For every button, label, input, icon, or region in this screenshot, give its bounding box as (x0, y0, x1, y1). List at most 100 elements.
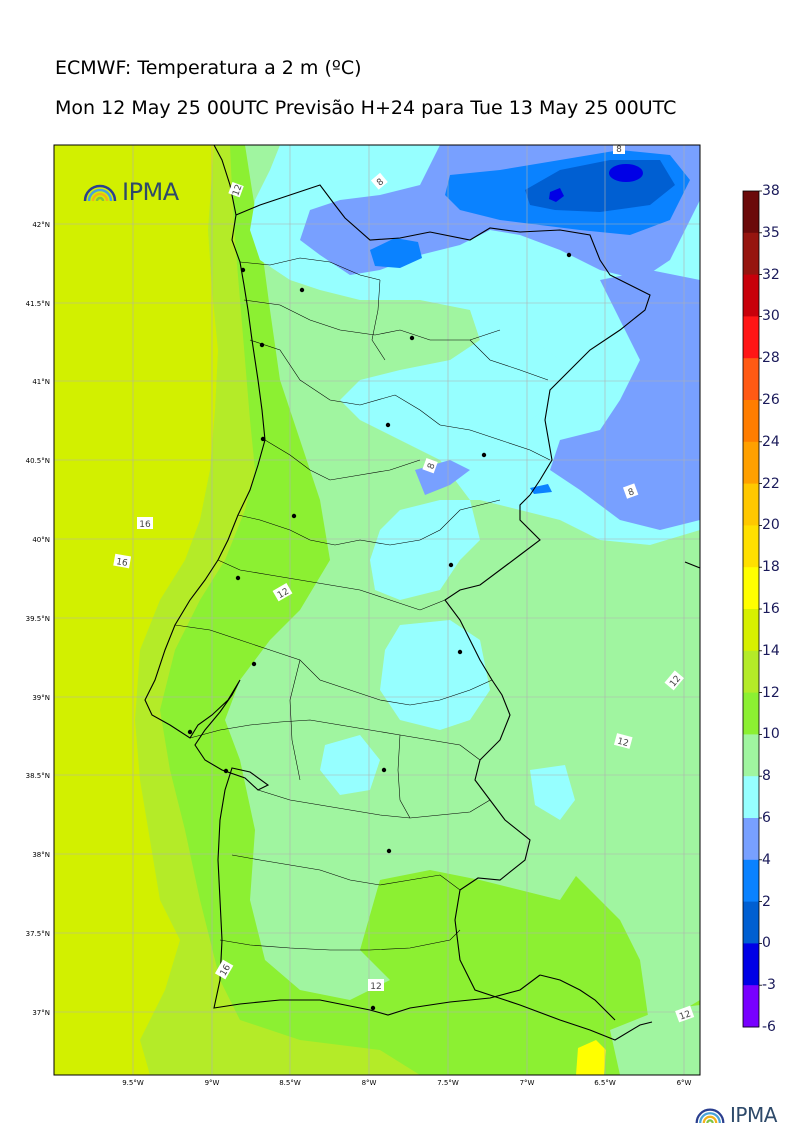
colorbar-segment (743, 776, 759, 819)
colorbar-segment (743, 734, 759, 777)
field-0-2-a (609, 164, 643, 182)
field-4-6-minho (370, 238, 422, 268)
field-6-8-ne (550, 270, 700, 530)
lat-label: 37.5°N (26, 930, 50, 938)
colorbar-segment (743, 901, 759, 944)
longitude-labels: 9.5°W 9°W 8.5°W 8°W 7.5°W 7°W 6.5°W 6°W (122, 1079, 691, 1087)
field-18-20-spot (576, 1040, 606, 1075)
lat-label: 37°N (32, 1009, 50, 1017)
country-outline (144, 145, 700, 1041)
colorbar-segment (743, 692, 759, 735)
colorbar-segment (743, 483, 759, 526)
colorbar-segment (743, 358, 759, 401)
temperature-field (54, 145, 700, 1075)
lon-label: 7.5°W (437, 1079, 459, 1087)
colorbar-label: 12 (762, 684, 780, 701)
contour-label: 12 (678, 1009, 692, 1022)
lat-label: 41.5°N (26, 300, 50, 308)
contour-label: 8 (627, 487, 636, 498)
field-8-10-east (530, 765, 575, 820)
colorbar-segment (743, 943, 759, 986)
contour-label: 12 (276, 587, 291, 601)
field-8-10-centre (380, 620, 490, 730)
ipma-logo-footer: IPMA (694, 1103, 777, 1127)
border-north (235, 184, 651, 496)
contour-label: 8 (375, 177, 386, 189)
colorbar-label: -3 (762, 977, 776, 994)
colorbar-segment (743, 650, 759, 694)
lon-label: 6.5°W (594, 1079, 616, 1087)
district-borders (174, 257, 551, 951)
field-0-2-b (549, 188, 564, 202)
lat-label: 42°N (32, 221, 50, 229)
colorbar-segment (743, 232, 759, 276)
field-8-10-valley (480, 330, 560, 420)
colorbar-segment (743, 441, 759, 485)
latitude-labels: 42°N 41.5°N 41°N 40.5°N 40°N 39.5°N 39°N… (26, 221, 50, 1017)
lat-label: 38.5°N (26, 772, 50, 780)
colorbar (743, 190, 762, 1028)
colorbar-label: 24 (762, 433, 780, 450)
colorbar-label: 18 (762, 559, 780, 576)
contour-label: 12 (370, 982, 381, 992)
field-10-12-se (610, 1005, 700, 1075)
colorbar-segment (743, 818, 759, 861)
lat-label: 41°N (32, 378, 50, 386)
colorbar-label: 4 (762, 851, 771, 868)
contour-label: 8 (426, 462, 437, 471)
colorbar-label: 8 (762, 768, 771, 785)
field-4-6-spot (530, 484, 552, 494)
colorbar-segment (743, 274, 759, 317)
colorbar-label: 35 (762, 224, 780, 241)
colorbar-label: 22 (762, 475, 780, 492)
contour-labels: 16 16 16 12 12 12 12 12 12 8 8 8 8 (113, 142, 695, 1023)
colorbar-label: 14 (762, 642, 780, 659)
rainbow-icon (695, 1108, 725, 1124)
contour-label: 16 (115, 557, 128, 569)
city-markers (187, 252, 572, 1011)
colorbar-label: 2 (762, 893, 771, 910)
logo-text: IPMA (122, 178, 179, 206)
colorbar-label: 28 (762, 350, 780, 367)
contour-label: 8 (616, 145, 622, 155)
graticule (54, 145, 700, 1075)
colorbar-label: 6 (762, 810, 771, 826)
contour-label: 12 (231, 183, 244, 197)
colorbar-segment (743, 316, 759, 359)
field-10-12-east (520, 760, 700, 1030)
colorbar-label: 16 (762, 601, 780, 617)
spain-coast (684, 561, 700, 569)
colorbar-label: 32 (762, 266, 780, 283)
lon-label: 8°W (362, 1079, 377, 1087)
colorbar-label: 30 (762, 308, 780, 325)
logo-text: IPMA (730, 1103, 777, 1127)
lon-label: 7°W (520, 1079, 535, 1087)
colorbar-label: 38 (762, 183, 780, 199)
forecast-subtitle: Mon 12 May 25 00UTC Previsão H+24 para T… (55, 97, 677, 119)
contour-label: 16 (139, 520, 151, 530)
colorbar-segment (743, 985, 759, 1028)
lon-label: 9.5°W (122, 1079, 144, 1087)
colorbar-frame (742, 190, 760, 1028)
colorbar-segment (743, 400, 759, 443)
colorbar-segment (743, 525, 759, 568)
colorbar-label: 10 (762, 726, 780, 743)
colorbar-label: 0 (762, 935, 771, 952)
lat-label: 40.5°N (26, 457, 50, 465)
colorbar-label: 26 (762, 392, 780, 408)
colorbar-segment (743, 609, 759, 652)
field-8-10-south (320, 735, 380, 795)
map-frame (53, 144, 701, 1076)
lat-label: 39.5°N (26, 615, 50, 623)
colorbar-segment (743, 567, 759, 610)
coastline (144, 145, 541, 1016)
border-east-2 (539, 974, 616, 1021)
colorbar-segment (743, 859, 759, 903)
colorbar-label: -6 (762, 1019, 776, 1035)
contour-label: 12 (616, 737, 630, 750)
lat-label: 39°N (32, 694, 50, 702)
colorbar-label: 20 (762, 517, 780, 534)
lon-label: 6°W (677, 1079, 692, 1087)
ipma-logo: IPMA (82, 178, 179, 206)
colorbar-segment (743, 191, 759, 234)
